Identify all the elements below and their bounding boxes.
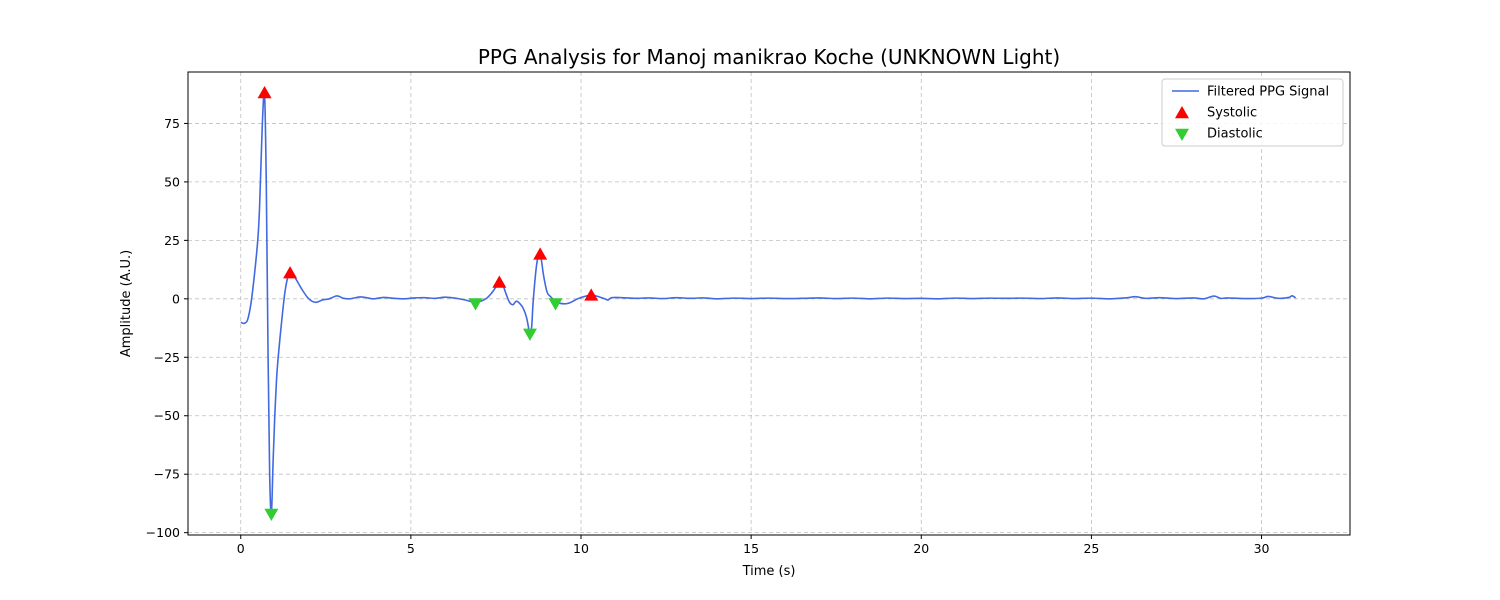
y-tick-label: −25	[154, 350, 180, 365]
y-axis-label: Amplitude (A.U.)	[119, 250, 134, 357]
x-tick-label: 5	[407, 541, 415, 556]
legend: Filtered PPG Signal Systolic Diastolic	[1161, 78, 1344, 147]
legend-entry-label: Systolic	[1207, 106, 1257, 121]
diastolic-marker	[548, 298, 563, 311]
diastolic-marker	[522, 328, 537, 341]
systolic-marker	[533, 247, 548, 260]
legend-entry-label: Diastolic	[1207, 127, 1263, 142]
x-tick-label: 30	[1254, 541, 1270, 556]
systolic-marker	[283, 266, 298, 279]
signal-line	[240, 88, 1297, 515]
diastolic-marker	[264, 508, 279, 521]
peak-markers	[257, 86, 599, 521]
legend-box	[1161, 78, 1344, 147]
y-tick-label: 25	[164, 233, 180, 248]
systolic-marker	[257, 86, 272, 99]
legend-diastolic-swatch	[1175, 128, 1189, 141]
x-axis-label: Time (s)	[742, 564, 796, 579]
x-tick-label: 20	[913, 541, 929, 556]
systolic-marker	[492, 275, 507, 288]
x-tick-label: 25	[1083, 541, 1099, 556]
y-tick-label: 75	[164, 116, 180, 131]
y-tick-label: −50	[154, 408, 180, 423]
legend-systolic-swatch	[1175, 106, 1189, 119]
y-tick-label: −75	[154, 467, 180, 482]
y-tick-label: 0	[172, 291, 180, 306]
diastolic-marker	[468, 298, 483, 311]
axis-ticks: 0 5 10 15 20 25 30 −100 −75 −50 −25 0 25 50 75	[146, 116, 1270, 556]
systolic-marker	[584, 288, 599, 301]
y-tick-label: −100	[146, 525, 180, 540]
x-tick-label: 15	[743, 541, 759, 556]
chart-title: PPG Analysis for Manoj manikrao Koche (U…	[478, 45, 1060, 69]
legend-entry-label: Filtered PPG Signal	[1207, 85, 1329, 100]
y-tick-label: 50	[164, 174, 180, 189]
x-tick-label: 0	[237, 541, 245, 556]
signal-series	[240, 88, 1297, 515]
plot-frame	[187, 71, 1351, 536]
x-tick-label: 10	[573, 541, 589, 556]
